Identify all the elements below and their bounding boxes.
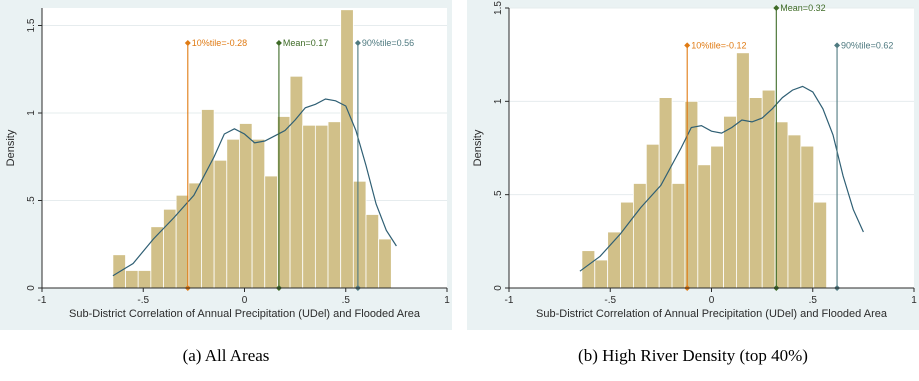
x-tick-label: -1 [38, 295, 47, 306]
reference-label: 10%tile=-0.28 [192, 38, 247, 48]
reference-marker-top [354, 40, 361, 46]
histogram-bar [774, 121, 789, 289]
y-tick-label: .5 [26, 196, 37, 205]
histogram-high-river-density: 10%tile=-0.12 Mean=0.32 90%tile=0.62 -1 -.5 0… [472, 1, 917, 320]
reference-marker-top [184, 40, 191, 46]
reference-marker-top [275, 40, 282, 46]
x-tick-label: 1 [444, 295, 450, 306]
histogram-bar [213, 159, 228, 289]
histogram-bar [748, 97, 763, 289]
histogram-all-areas: 10%tile=-0.28 Mean=0.17 90%tile=0.56 -1 -.5 0… [5, 8, 450, 320]
histogram-bar [645, 143, 660, 289]
reference-marker-top [684, 42, 691, 49]
density-curve [579, 85, 864, 272]
y-tick-label: 1 [493, 98, 504, 104]
y-axis-title: Density [472, 129, 484, 166]
reference-marker-top [773, 5, 780, 11]
histogram-bar [800, 145, 815, 289]
x-tick-label: -.5 [604, 295, 616, 306]
histogram-bar [327, 121, 342, 289]
reference-label: Mean=0.17 [283, 38, 328, 48]
histogram-bar [226, 138, 240, 289]
histogram-bar [813, 201, 828, 289]
histogram-bar [302, 124, 316, 289]
histogram-bar [710, 145, 724, 289]
x-axis-title: Sub-District Correlation of Annual Preci… [69, 308, 421, 320]
histogram-bar [125, 270, 139, 289]
reference-label: 90%tile=0.56 [362, 38, 414, 48]
y-tick-label: 1.5 [493, 1, 504, 15]
chart-panel-all-areas: 10%tile=-0.28 Mean=0.17 90%tile=0.56 -1 -.5 0… [0, 0, 452, 330]
histogram-bar [378, 238, 392, 289]
histogram-bar [365, 214, 380, 289]
histogram-bar [723, 115, 737, 289]
histogram-bar [251, 138, 266, 289]
histogram-bar [314, 124, 329, 289]
x-tick-label: -1 [505, 295, 514, 306]
histogram-bar [175, 194, 190, 289]
y-tick-label: .5 [493, 190, 504, 199]
histogram-bar [697, 164, 712, 289]
x-tick-label: 0 [709, 295, 715, 306]
x-tick-label: .5 [809, 295, 818, 306]
reference-marker-top [834, 42, 841, 49]
histogram-bar [620, 201, 634, 289]
caption-high-river-density: (b) High River Density (top 40%) [578, 346, 808, 365]
histogram-bar [581, 250, 596, 289]
y-axis-title: Density [5, 129, 17, 166]
x-tick-label: .5 [342, 295, 351, 306]
histogram-bar [137, 270, 152, 289]
histogram-bar [787, 134, 802, 289]
y-tick-label: 0 [26, 285, 37, 291]
y-tick-label: 1.5 [26, 18, 37, 32]
reference-label: Mean=0.32 [780, 3, 825, 13]
x-axis-title: Sub-District Correlation of Annual Preci… [536, 308, 888, 320]
histogram-bar [289, 75, 304, 289]
histogram-bar [736, 52, 750, 289]
histogram-bar [761, 89, 776, 289]
histogram-bar [201, 109, 215, 289]
caption-all-areas: (a) All Areas [182, 346, 270, 365]
histogram-bar [633, 183, 647, 289]
reference-label: 10%tile=-0.12 [691, 40, 746, 50]
x-tick-label: -.5 [137, 295, 149, 306]
chart-panel-high-river-density: 10%tile=-0.12 Mean=0.32 90%tile=0.62 -1 -.5 0… [467, 0, 919, 330]
histogram-bar [658, 97, 673, 289]
y-tick-label: 0 [493, 285, 504, 291]
histogram-bar [264, 175, 278, 289]
histogram-bar [594, 259, 609, 289]
reference-label: 90%tile=0.62 [841, 40, 893, 50]
histogram-bar [671, 183, 686, 289]
histogram-bar [340, 9, 354, 289]
histogram-bar [239, 123, 253, 289]
histogram-bar [352, 180, 367, 289]
y-tick-label: 1 [26, 110, 37, 116]
x-tick-label: 1 [911, 295, 917, 306]
x-tick-label: 0 [242, 295, 248, 306]
